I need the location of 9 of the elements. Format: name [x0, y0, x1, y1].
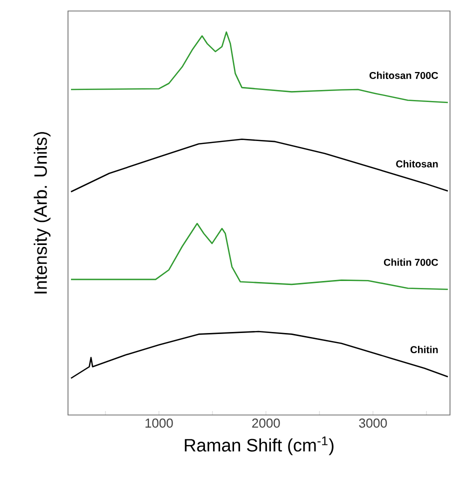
x-tick-label: 3000	[359, 418, 387, 428]
x-axis-title: Raman Shift (cm$^{-1}$)	[184, 436, 334, 456]
series-label: Chitin 700C	[384, 258, 438, 266]
series-label: Chitosan	[396, 160, 438, 168]
series-label: Chitosan 700C	[370, 72, 438, 79]
x-tick-label: 1000	[146, 418, 173, 428]
x-tick-label: 2000	[252, 418, 280, 428]
series-label: Chitin	[410, 346, 438, 354]
y-axis-title: Intensity (Arb. Units)	[34, 132, 50, 294]
